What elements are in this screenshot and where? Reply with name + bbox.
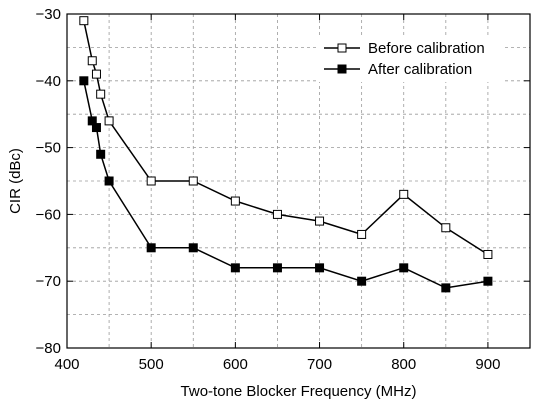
series-layer bbox=[79, 16, 493, 293]
x-axis-title: Two-tone Blocker Frequency (MHz) bbox=[181, 383, 417, 400]
data-point-before-calibration bbox=[96, 89, 106, 99]
data-point-before-calibration bbox=[357, 229, 367, 239]
data-point-after-calibration bbox=[146, 243, 156, 253]
axis-ticks bbox=[66, 13, 530, 349]
data-point-before-calibration bbox=[188, 176, 198, 186]
plot-frame bbox=[66, 13, 531, 349]
y-tick-label: −80 bbox=[36, 340, 61, 357]
data-point-before-calibration bbox=[230, 196, 240, 206]
data-point-after-calibration bbox=[91, 123, 101, 133]
data-point-after-calibration bbox=[441, 283, 451, 293]
data-point-after-calibration bbox=[399, 263, 409, 273]
data-point-after-calibration bbox=[357, 276, 367, 286]
data-point-before-calibration bbox=[79, 16, 89, 26]
legend-marker-before-calibration bbox=[337, 43, 347, 53]
legend-box bbox=[318, 36, 504, 82]
data-point-before-calibration bbox=[483, 249, 493, 259]
data-point-before-calibration bbox=[272, 209, 282, 219]
series-line-after-calibration bbox=[83, 80, 489, 289]
data-point-after-calibration bbox=[272, 263, 282, 273]
legend-marker-after-calibration bbox=[337, 64, 347, 74]
x-tick-label: 600 bbox=[223, 356, 248, 373]
x-tick-label: 700 bbox=[307, 356, 332, 373]
y-tick-label: −70 bbox=[36, 273, 61, 290]
data-point-after-calibration bbox=[96, 149, 106, 159]
legend-entry-before-calibration: Before calibration bbox=[324, 40, 485, 57]
data-point-after-calibration bbox=[483, 276, 493, 286]
data-point-before-calibration bbox=[104, 116, 114, 126]
data-point-before-calibration bbox=[399, 189, 409, 199]
data-point-after-calibration bbox=[104, 176, 114, 186]
data-point-after-calibration bbox=[230, 263, 240, 273]
x-tick-label: 800 bbox=[391, 356, 416, 373]
data-point-before-calibration bbox=[315, 216, 325, 226]
data-point-before-calibration bbox=[91, 69, 101, 79]
data-point-before-calibration bbox=[146, 176, 156, 186]
y-tick-label: −40 bbox=[36, 73, 61, 90]
y-tick-label: −50 bbox=[36, 140, 61, 157]
legend-label-before-calibration: Before calibration bbox=[368, 40, 485, 57]
y-tick-label: −30 bbox=[36, 6, 61, 23]
data-point-after-calibration bbox=[315, 263, 325, 273]
tick-labels: 400 500 600 700 800 900 −80 −70 −60 −50 −40 −30 bbox=[36, 6, 501, 373]
x-tick-label: 900 bbox=[475, 356, 500, 373]
y-axis-title: CIR (dBc) bbox=[7, 148, 24, 214]
data-point-after-calibration bbox=[188, 243, 198, 253]
data-point-after-calibration bbox=[79, 76, 89, 86]
legend-entry-after-calibration: After calibration bbox=[324, 61, 472, 78]
x-tick-label: 500 bbox=[139, 356, 164, 373]
y-tick-label: −60 bbox=[36, 206, 61, 223]
data-point-before-calibration bbox=[441, 223, 451, 233]
x-tick-label: 400 bbox=[54, 356, 79, 373]
legend-label-after-calibration: After calibration bbox=[368, 61, 472, 78]
data-point-before-calibration bbox=[87, 56, 97, 66]
legend: Before calibration After calibration bbox=[318, 36, 504, 82]
